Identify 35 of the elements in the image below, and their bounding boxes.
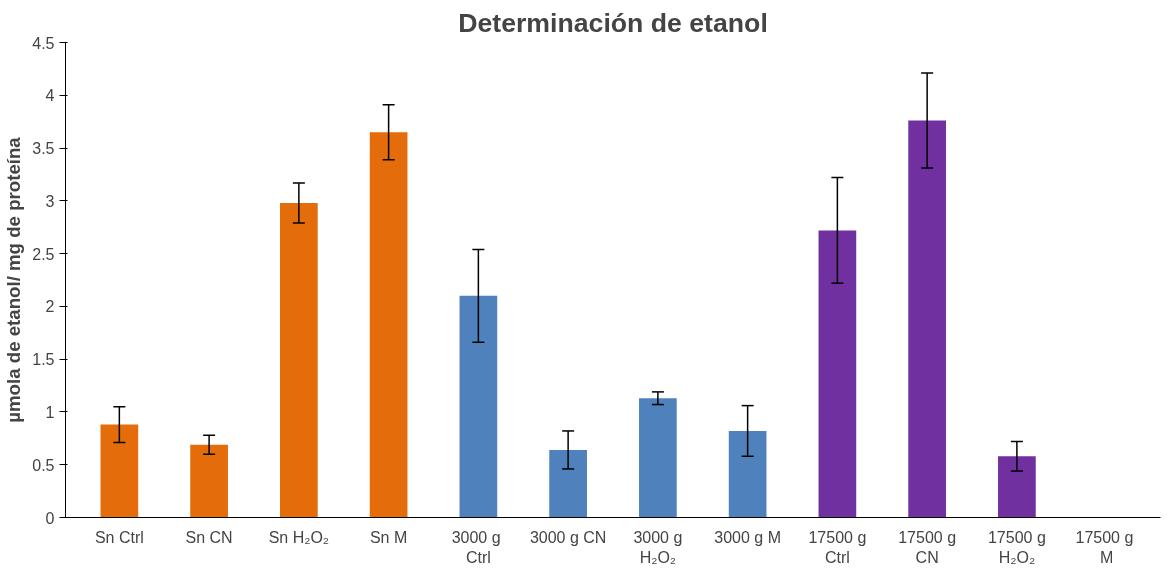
x-tick-label: 17500 g M — [1075, 528, 1134, 566]
x-tick-label: 17500 g Ctrl — [808, 528, 867, 566]
y-tick-label: 3.5 — [32, 140, 55, 158]
bar — [100, 424, 139, 518]
x-tick-label: 3000 g M — [714, 528, 781, 546]
bar — [908, 120, 946, 518]
x-tick-label: 3000 g CN — [529, 528, 607, 546]
y-tick-label: 1 — [45, 403, 55, 421]
y-tick-label: 3 — [45, 192, 55, 210]
y-tick-label: 0 — [45, 509, 55, 527]
x-tick-label: Sn CN — [185, 528, 233, 546]
y-tick-label: 0.5 — [32, 456, 55, 474]
x-tick-label: 3000 g H₂O₂ — [633, 528, 683, 566]
y-axis-title: µmola de etanol/ mg de proteína — [3, 136, 25, 423]
y-tick-label: 2 — [45, 298, 55, 316]
bar — [998, 456, 1036, 518]
bar — [818, 230, 857, 518]
x-tick-label: Sn M — [369, 528, 408, 546]
bar — [639, 398, 677, 518]
bar — [549, 449, 587, 518]
x-tick-label: 17500 g CN — [898, 528, 957, 566]
bar — [280, 202, 318, 518]
chart-title: Determinación de etanol — [458, 7, 768, 38]
bar — [728, 430, 767, 518]
bar — [190, 444, 228, 518]
x-tick-label: 17500 g H₂O₂ — [987, 528, 1046, 566]
x-tick-label: Sn Ctrl — [94, 528, 144, 546]
y-tick-label: 4.5 — [32, 34, 55, 52]
x-tick-label: 3000 g Ctrl — [451, 528, 501, 566]
x-tick-label: Sn H₂O₂ — [268, 528, 330, 546]
y-tick-label: 4 — [45, 87, 55, 105]
bar — [459, 295, 498, 518]
y-tick-label: 1.5 — [32, 351, 55, 369]
bar — [369, 132, 408, 518]
y-tick-label: 2.5 — [32, 245, 55, 263]
